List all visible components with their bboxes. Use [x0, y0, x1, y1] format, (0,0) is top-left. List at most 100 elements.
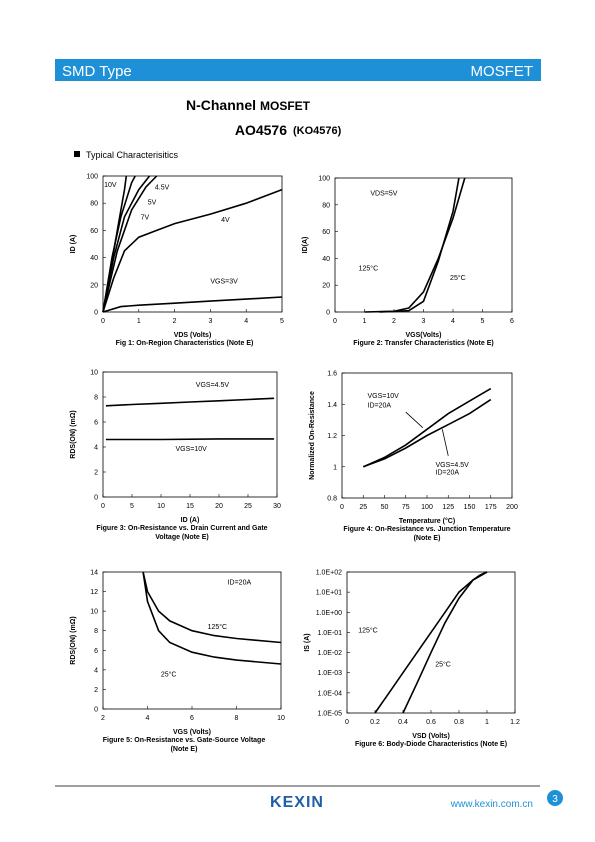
y-tick-label: 0	[326, 310, 330, 317]
x-axis-label: Temperature (°C)	[399, 517, 455, 525]
x-tick-label: 10	[157, 503, 165, 510]
x-tick-label: 150	[464, 504, 476, 511]
y-axis-label: RDS(ON) (mΩ)	[70, 410, 77, 458]
y-tick-label: 1.0E+01	[316, 590, 342, 597]
curve-label: 5V	[148, 200, 157, 207]
x-tick-label: 0	[345, 719, 349, 726]
x-tick-label: 0.6	[426, 719, 436, 726]
header-left: SMD Type	[62, 63, 132, 80]
y-tick-label: 60	[90, 228, 98, 235]
curve	[364, 177, 466, 313]
y-tick-label: 20	[90, 282, 98, 289]
annotation: VDS=5V	[370, 190, 397, 197]
curve	[363, 398, 492, 468]
x-tick-label: 8	[235, 715, 239, 722]
title-main: N-Channel	[186, 97, 256, 113]
x-tick-label: 30	[273, 503, 281, 510]
x-tick-label: 0.2	[370, 719, 380, 726]
y-tick-label: 0	[94, 310, 98, 317]
y-tick-label: 12	[90, 589, 98, 596]
curve	[142, 571, 282, 644]
curve-label: 10V	[104, 182, 117, 189]
curve	[102, 296, 283, 313]
y-tick-label: 0	[94, 495, 98, 502]
x-tick-label: 200	[506, 504, 518, 511]
curve	[102, 188, 283, 313]
y-tick-label: 1.0E-03	[317, 670, 342, 677]
x-tick-label: 5	[280, 318, 284, 325]
x-tick-label: 6	[190, 715, 194, 722]
curve-label: 4.5V	[155, 185, 170, 192]
page-badge	[547, 790, 563, 806]
curve-label: 7V	[141, 215, 150, 222]
alt-part: (KO4576)	[293, 125, 342, 137]
header-bar	[55, 59, 541, 81]
y-tick-label: 8	[94, 628, 98, 635]
y-tick-label: 0.8	[327, 496, 337, 503]
y-tick-label: 20	[322, 283, 330, 290]
caption: Figure 2: Transfer Characteristics (Note…	[353, 340, 493, 347]
x-tick-label: 125	[442, 504, 454, 511]
x-tick-label: 1.2	[510, 719, 520, 726]
y-axis-label: ID(A)	[302, 237, 309, 254]
x-tick-label: 0	[340, 504, 344, 511]
caption: (Note E)	[171, 746, 198, 753]
y-axis-label: IS (A)	[304, 633, 311, 651]
caption: Figure 4: On-Resistance vs. Junction Tem…	[343, 526, 510, 533]
y-tick-label: 80	[322, 202, 330, 209]
x-tick-label: 25	[359, 504, 367, 511]
y-tick-label: 2	[94, 470, 98, 477]
x-tick-label: 75	[402, 504, 410, 511]
caption: Fig 1: On-Region Characteristics (Note E…	[116, 340, 254, 347]
y-tick-label: 6	[94, 420, 98, 427]
y-tick-label: 1.2	[327, 433, 337, 440]
x-tick-label: 5	[130, 503, 134, 510]
x-axis-label: VSD (Volts)	[412, 733, 450, 740]
y-axis-label: Normalized On-Resistance	[309, 391, 316, 480]
annotation: ID=20A	[368, 402, 392, 409]
y-tick-label: 80	[90, 201, 98, 208]
bullet	[74, 151, 80, 157]
y-tick-label: 8	[94, 395, 98, 402]
curve-label: 4V	[221, 217, 230, 224]
y-tick-label: 1.0E-04	[317, 690, 342, 697]
pointer	[405, 411, 424, 428]
curve	[102, 175, 136, 313]
y-tick-label: 1.0E-01	[317, 630, 342, 637]
page-number: 3	[552, 794, 558, 805]
section-title: Typical Characterisitics	[86, 150, 179, 160]
curve	[102, 175, 151, 313]
y-axis-label: RDS(ON) (mΩ)	[70, 616, 77, 664]
caption: Figure 6: Body-Diode Characteristics (No…	[355, 741, 507, 748]
y-tick-label: 60	[322, 229, 330, 236]
curve-label: VGS=4.5V	[196, 382, 230, 389]
curve-label: 125°C	[358, 626, 378, 634]
y-tick-label: 1.6	[327, 371, 337, 378]
x-tick-label: 0	[333, 318, 337, 325]
y-tick-label: 100	[86, 174, 98, 181]
plot-frame	[102, 175, 283, 313]
brand: KEXIN	[270, 794, 324, 811]
y-tick-label: 40	[90, 255, 98, 262]
curve-label: 25°C	[435, 661, 451, 669]
x-tick-label: 175	[485, 504, 497, 511]
x-tick-label: 100	[421, 504, 433, 511]
caption: Voltage (Note E)	[155, 534, 209, 541]
y-tick-label: 100	[318, 176, 330, 183]
curve-label: 25°C	[161, 671, 177, 679]
x-tick-label: 20	[215, 503, 223, 510]
curve	[105, 397, 275, 407]
y-tick-label: 1.0E+00	[316, 610, 342, 617]
caption: Figure 5: On-Resistance vs. Gate-Source …	[103, 737, 266, 744]
x-tick-label: 0	[101, 318, 105, 325]
url: www.kexin.com.cn	[450, 799, 533, 810]
plot-frame	[346, 571, 516, 714]
x-axis-label: VDS (Volts)	[174, 332, 212, 339]
x-tick-label: 3	[208, 318, 212, 325]
x-tick-label: 0.8	[454, 719, 464, 726]
y-tick-label: 0	[94, 707, 98, 714]
curve	[102, 175, 158, 313]
x-tick-label: 10	[277, 715, 285, 722]
curve-label: VGS=4.5V	[436, 462, 470, 469]
